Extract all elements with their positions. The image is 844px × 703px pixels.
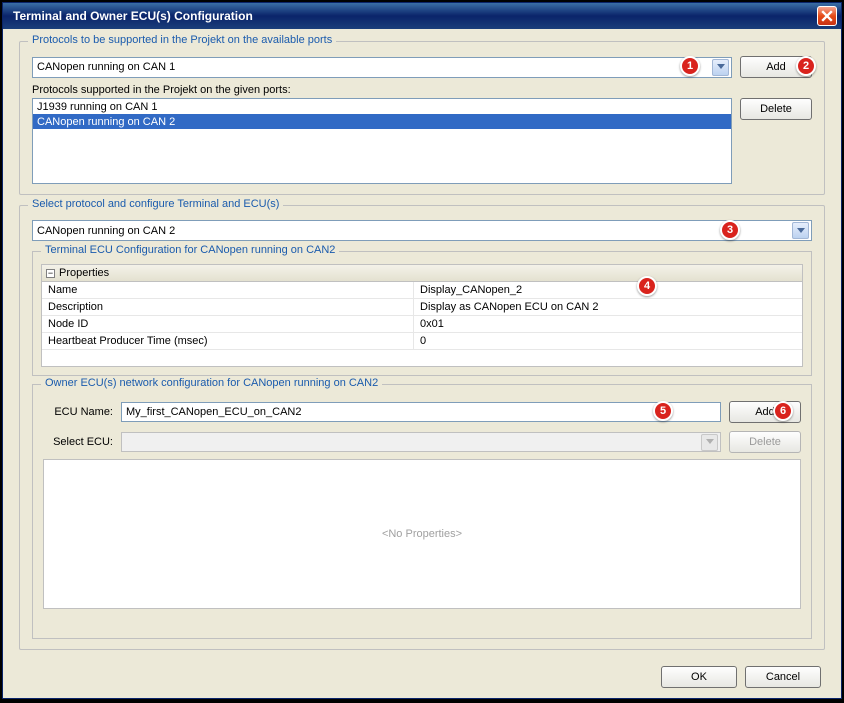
select-protocol-dropdown[interactable]: CANopen running on CAN 2: [32, 220, 812, 241]
prop-name: Name: [42, 282, 414, 298]
no-properties-panel: <No Properties>: [43, 459, 801, 609]
prop-name: Description: [42, 299, 414, 315]
owner-ecu-legend: Owner ECU(s) network configuration for C…: [41, 377, 382, 389]
dialog-window: Terminal and Owner ECU(s) Configuration …: [2, 2, 842, 699]
titlebar: Terminal and Owner ECU(s) Configuration: [3, 3, 841, 29]
terminal-config-legend: Terminal ECU Configuration for CANopen r…: [41, 244, 339, 256]
annotation-1: 1: [680, 56, 700, 76]
properties-header-text: Properties: [59, 267, 109, 279]
property-row[interactable]: Description Display as CANopen ECU on CA…: [42, 299, 802, 316]
property-row[interactable]: Name Display_CANopen_2: [42, 282, 802, 299]
select-protocol-value: CANopen running on CAN 2: [37, 225, 792, 237]
prop-value[interactable]: Display_CANopen_2: [414, 282, 802, 298]
prop-value[interactable]: 0x01: [414, 316, 802, 332]
properties-header[interactable]: − Properties: [42, 265, 802, 282]
owner-ecu-group: Owner ECU(s) network configuration for C…: [32, 384, 812, 639]
cancel-button[interactable]: Cancel: [745, 666, 821, 688]
terminal-config-group: Terminal ECU Configuration for CANopen r…: [32, 251, 812, 376]
delete-ecu-button: Delete: [729, 431, 801, 453]
supported-protocols-list[interactable]: J1939 running on CAN 1 CANopen running o…: [32, 98, 732, 184]
chevron-down-icon: [792, 222, 809, 239]
list-item[interactable]: J1939 running on CAN 1: [33, 99, 731, 114]
close-button[interactable]: [817, 6, 837, 26]
delete-protocol-button[interactable]: Delete: [740, 98, 812, 120]
terminal-groupbox: Select protocol and configure Terminal a…: [19, 205, 825, 650]
prop-name: Heartbeat Producer Time (msec): [42, 333, 414, 349]
annotation-5: 5: [653, 401, 673, 421]
annotation-2: 2: [796, 56, 816, 76]
property-row[interactable]: Heartbeat Producer Time (msec) 0: [42, 333, 802, 350]
ecu-name-label: ECU Name:: [43, 406, 113, 418]
protocol-port-value: CANopen running on CAN 1: [37, 61, 712, 73]
prop-blank: [42, 350, 802, 366]
collapse-icon[interactable]: −: [46, 269, 55, 278]
ok-button[interactable]: OK: [661, 666, 737, 688]
prop-value[interactable]: 0: [414, 333, 802, 349]
protocol-port-dropdown[interactable]: CANopen running on CAN 1: [32, 57, 732, 78]
chevron-down-icon: [701, 434, 718, 451]
close-icon: [821, 10, 833, 22]
prop-value[interactable]: Display as CANopen ECU on CAN 2: [414, 299, 802, 315]
property-row[interactable]: Node ID 0x01: [42, 316, 802, 333]
window-title: Terminal and Owner ECU(s) Configuration: [7, 9, 817, 23]
list-item[interactable]: CANopen running on CAN 2: [33, 114, 731, 129]
terminal-legend: Select protocol and configure Terminal a…: [28, 198, 283, 210]
protocols-legend: Protocols to be supported in the Projekt…: [28, 34, 336, 46]
chevron-down-icon: [712, 59, 729, 76]
no-properties-text: <No Properties>: [382, 528, 462, 540]
annotation-6: 6: [773, 401, 793, 421]
dialog-buttons: OK Cancel: [19, 660, 825, 688]
annotation-4: 4: [637, 276, 657, 296]
annotation-3: 3: [720, 220, 740, 240]
properties-grid: − Properties Name Display_CANopen_2 Desc…: [41, 264, 803, 367]
supported-protocols-label: Protocols supported in the Projekt on th…: [32, 84, 812, 96]
protocols-groupbox: Protocols to be supported in the Projekt…: [19, 41, 825, 195]
client-area: Protocols to be supported in the Projekt…: [3, 29, 841, 698]
select-ecu-label: Select ECU:: [43, 436, 113, 448]
ecu-name-input[interactable]: [121, 402, 721, 422]
prop-name: Node ID: [42, 316, 414, 332]
select-ecu-dropdown: [121, 432, 721, 452]
